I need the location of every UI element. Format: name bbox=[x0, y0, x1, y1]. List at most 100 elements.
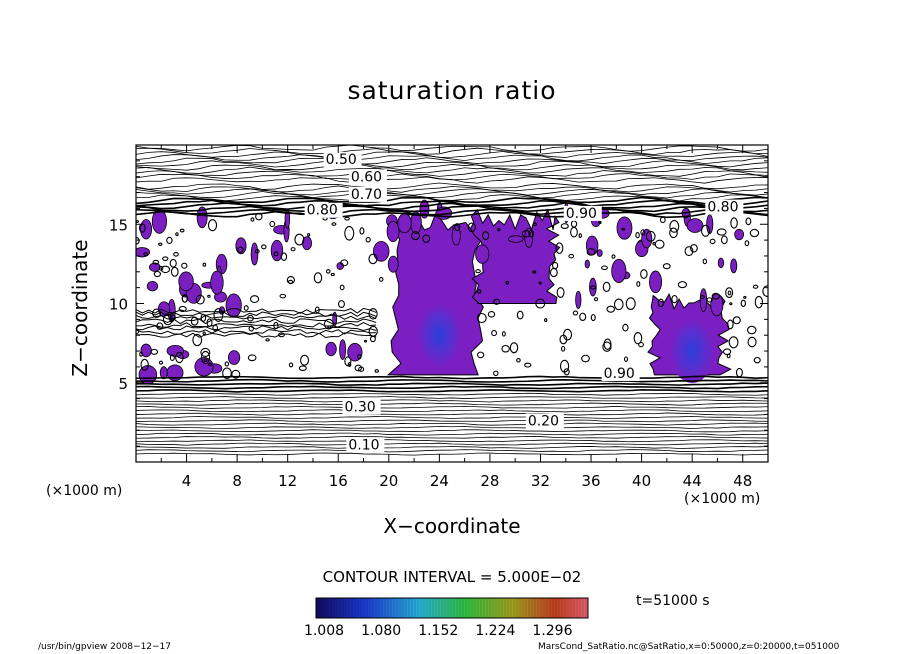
contour-squiggle bbox=[207, 294, 211, 298]
contour-squiggle bbox=[279, 293, 287, 299]
contour-label-bg bbox=[346, 437, 385, 453]
contour-label-bg bbox=[601, 365, 640, 381]
contour-squiggle bbox=[202, 331, 206, 336]
contour-squiggle bbox=[369, 335, 376, 343]
purple-patch bbox=[585, 235, 599, 256]
contour-squiggle bbox=[200, 350, 211, 365]
contour-squiggle bbox=[325, 269, 331, 274]
upper-contour bbox=[136, 151, 768, 158]
contour-squiggle bbox=[578, 233, 582, 238]
contour-label: 0.60 bbox=[351, 169, 382, 185]
purple-patch bbox=[717, 257, 725, 269]
middle-contour bbox=[136, 325, 377, 332]
upper-contour bbox=[136, 208, 768, 216]
purple-patch bbox=[649, 270, 663, 294]
time-label: t=51000 s bbox=[636, 593, 710, 609]
supersat-core bbox=[670, 319, 715, 384]
contour-squiggle bbox=[363, 339, 368, 343]
lower-contour bbox=[136, 426, 768, 430]
purple-patch bbox=[225, 293, 242, 318]
contour-squiggle bbox=[254, 249, 260, 254]
contour-squiggle bbox=[568, 253, 575, 259]
x-axis-label-text: X−coordinate bbox=[383, 514, 521, 538]
lower-contour bbox=[136, 402, 768, 406]
contour-squiggle bbox=[175, 232, 179, 237]
contour-squiggle bbox=[745, 217, 752, 226]
contour-squiggle bbox=[735, 367, 743, 378]
lower-contour bbox=[136, 422, 768, 426]
upper-contour bbox=[136, 182, 768, 190]
contour-squiggle bbox=[728, 336, 739, 349]
upper-contour bbox=[136, 170, 768, 177]
contour-squiggle bbox=[482, 231, 490, 241]
contour-squiggle bbox=[181, 262, 188, 269]
contour-squiggle bbox=[158, 360, 164, 365]
contour-squiggle bbox=[611, 254, 616, 259]
contour-squiggle bbox=[330, 272, 335, 277]
x-axis-label: X−coordinate bbox=[0, 514, 904, 538]
contour-squiggle bbox=[294, 233, 305, 246]
contour-squiggle bbox=[726, 353, 731, 359]
contour-squiggle bbox=[645, 230, 656, 242]
contour-label: 0.10 bbox=[348, 437, 379, 453]
contour-squiggle bbox=[347, 362, 352, 367]
x-tick-label: 20 bbox=[379, 472, 398, 490]
lower-contour bbox=[136, 449, 768, 453]
contour-squiggle bbox=[638, 341, 644, 348]
contour-squiggle bbox=[532, 270, 537, 274]
lower-contour bbox=[136, 446, 768, 450]
contour-squiggle bbox=[224, 361, 230, 367]
contour-squiggle bbox=[659, 216, 666, 224]
contour-squiggle bbox=[247, 354, 257, 362]
middle-contour bbox=[136, 311, 377, 318]
purple-patch bbox=[508, 235, 524, 243]
purple-patch bbox=[584, 259, 590, 269]
lower-contour bbox=[136, 429, 768, 433]
contour-squiggle bbox=[622, 323, 629, 332]
contour-squiggle bbox=[166, 236, 173, 245]
contour-squiggle bbox=[669, 227, 678, 239]
contour-label-bg bbox=[323, 152, 362, 168]
x-tick-label: 24 bbox=[430, 472, 449, 490]
contour-label-bg bbox=[348, 169, 387, 185]
contour-squiggle bbox=[559, 334, 568, 345]
lower-contour bbox=[136, 405, 768, 409]
contour-squiggle bbox=[532, 222, 537, 227]
y-axis-label: Z−coordinate bbox=[68, 239, 92, 377]
contour-squiggle bbox=[169, 258, 177, 268]
contour-squiggle bbox=[746, 325, 757, 335]
contour-squiggle bbox=[476, 312, 487, 324]
purple-patch bbox=[136, 247, 151, 258]
contour-squiggle bbox=[606, 305, 616, 313]
contour-squiggle bbox=[340, 259, 349, 267]
contour-squiggle bbox=[298, 365, 307, 372]
contour-squiggle bbox=[475, 269, 481, 274]
contour-label-bg bbox=[348, 186, 387, 202]
contour-squiggle bbox=[598, 220, 602, 225]
x-tick-label: 4 bbox=[182, 472, 192, 490]
purple-patch bbox=[596, 249, 603, 257]
lower-contour bbox=[136, 385, 768, 390]
x-tick-label: 40 bbox=[632, 472, 651, 490]
contour-label-bg bbox=[525, 413, 564, 429]
contour-squiggle bbox=[727, 290, 732, 296]
upper-contour bbox=[136, 188, 768, 196]
contour-squiggle bbox=[323, 318, 334, 330]
footer-right: MarsCond_SatRatio.nc@SatRatio,x=0:50000,… bbox=[538, 642, 840, 652]
contour-squiggle bbox=[563, 368, 570, 376]
x-tick-label: 44 bbox=[683, 472, 702, 490]
contour-squiggle bbox=[549, 267, 558, 278]
contour-squiggle bbox=[487, 311, 496, 318]
contour-squiggle bbox=[158, 242, 163, 246]
contour-squiggle bbox=[213, 308, 224, 322]
contour-squiggle bbox=[579, 312, 587, 321]
upper-contour bbox=[136, 154, 768, 162]
contour-squiggle bbox=[493, 370, 499, 377]
contour-squiggle bbox=[762, 285, 768, 297]
purple-patch bbox=[699, 288, 708, 313]
purple-patch bbox=[734, 228, 745, 241]
contour-squiggle bbox=[160, 265, 171, 274]
contour-squiggle bbox=[581, 354, 590, 363]
contour-squiggle bbox=[521, 230, 531, 238]
